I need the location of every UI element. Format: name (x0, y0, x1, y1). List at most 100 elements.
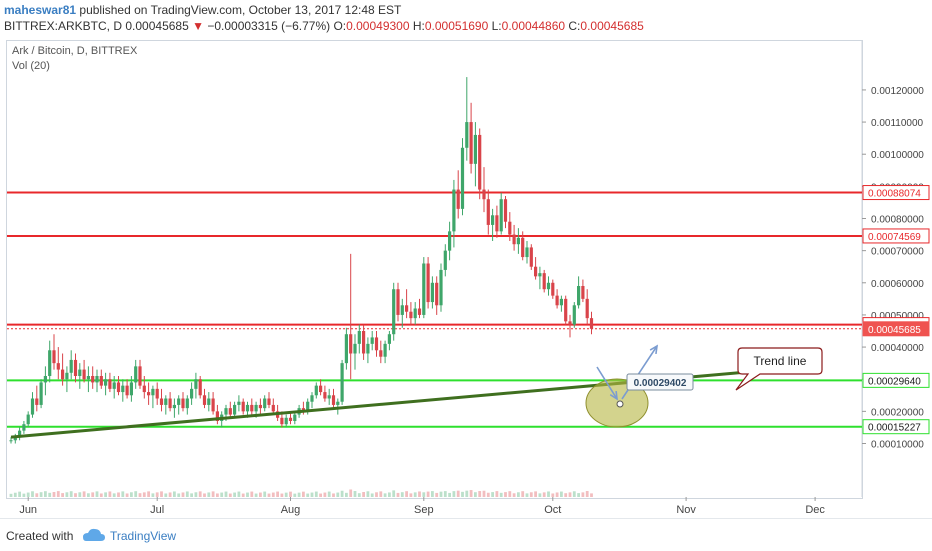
candle-body (52, 350, 56, 364)
candle-body (155, 388, 159, 399)
candle (121, 379, 125, 402)
volume-bar (306, 493, 310, 497)
volume-bar (448, 492, 451, 497)
legend-volume: Vol (20) (12, 60, 50, 72)
candle (48, 340, 52, 383)
candle-body (435, 282, 439, 306)
candle (340, 359, 344, 405)
volume-bar (564, 493, 568, 497)
resistance-price-label: 0.00074569 (868, 232, 921, 243)
candle-body (258, 404, 262, 409)
candle (129, 376, 133, 402)
volume-bar (271, 492, 275, 497)
candle (95, 369, 99, 393)
candle-body (142, 385, 146, 393)
candle-body (538, 273, 542, 277)
candle (82, 359, 86, 383)
candle-body (512, 234, 516, 245)
down-triangle-icon: ▼ (192, 19, 204, 33)
candle-body (215, 411, 219, 421)
volume-bar (439, 491, 443, 497)
candle (559, 295, 563, 312)
candle-body (82, 369, 86, 380)
candle (525, 241, 529, 264)
candle (516, 228, 520, 254)
time-axis[interactable]: Jun Jul Aug Sep Oct Nov Dec (19, 497, 825, 516)
volume-bar (525, 493, 529, 497)
candle (460, 138, 465, 216)
volume-bar (228, 493, 232, 497)
candle (142, 376, 146, 399)
candle (258, 398, 262, 415)
volume-bar (211, 491, 215, 497)
candle-body (164, 398, 168, 405)
candle (228, 401, 232, 418)
candle (585, 289, 589, 325)
volume-bar (508, 491, 512, 497)
candle-body (185, 398, 189, 409)
volume-bar (104, 492, 107, 497)
candle-body (147, 392, 151, 396)
candles (9, 77, 594, 444)
candle-body (151, 388, 155, 396)
volume-bar (538, 493, 542, 497)
candle (108, 372, 112, 393)
candle-body (224, 408, 228, 415)
y-tick-label: 0.00020000 (871, 407, 924, 418)
candle-body (508, 221, 512, 235)
ohlc-line: BITTREX:ARKBTC, D 0.00045685 ▼ −0.000033… (4, 19, 644, 33)
candle-body (495, 215, 499, 232)
candle (413, 302, 417, 325)
created-with-text: Created with (6, 529, 74, 543)
candle-body (181, 398, 185, 409)
candle-body (284, 417, 288, 425)
candle (508, 212, 512, 241)
y-tick-label: 0.00070000 (871, 247, 924, 258)
candle-body (417, 308, 422, 315)
candle-body (379, 350, 383, 357)
volume-bar (168, 492, 172, 497)
candle-body (39, 382, 43, 405)
author-link[interactable]: maheswar81 (4, 3, 77, 17)
volume-bar (259, 492, 262, 497)
volume-bar (74, 493, 77, 497)
volume-bar (585, 491, 589, 497)
candle-body (314, 385, 318, 396)
candle-body (22, 424, 26, 431)
candle-body (439, 269, 443, 306)
candle (362, 324, 366, 360)
candle (181, 392, 185, 412)
volume-bars (9, 489, 593, 497)
candle (151, 385, 155, 409)
symbol-label: BITTREX:ARKBTC, D (4, 19, 123, 33)
candle (344, 327, 348, 370)
candle-body (43, 376, 47, 383)
candle (448, 221, 452, 261)
volume-bar (194, 492, 198, 497)
candle (542, 269, 546, 293)
high-value: 0.00051690 (424, 19, 489, 33)
candle (237, 395, 241, 412)
tradingview-cloud-icon[interactable] (82, 527, 106, 543)
candle-body (323, 392, 327, 399)
chart-canvas[interactable]: 0.000100000.000200000.000300000.00040000… (0, 0, 932, 518)
candle (125, 379, 129, 399)
tradingview-brand-link[interactable]: TradingView (110, 529, 177, 543)
candle (319, 379, 323, 396)
support-price-label: 0.00015227 (868, 423, 921, 434)
candle-body (374, 337, 379, 351)
volume-bar (452, 491, 456, 497)
candle (422, 257, 426, 319)
candle-body (589, 318, 594, 329)
candle-body (9, 440, 13, 442)
candle (112, 376, 116, 399)
volume-bar (461, 491, 464, 497)
candle-body (194, 379, 198, 389)
trend-callout-text: Trend line (754, 354, 807, 368)
candle (379, 340, 383, 364)
candle-body (331, 395, 336, 405)
candle (405, 289, 409, 319)
volume-bar (284, 492, 288, 497)
chart-pane[interactable] (6, 40, 863, 499)
candle-body (465, 122, 469, 148)
